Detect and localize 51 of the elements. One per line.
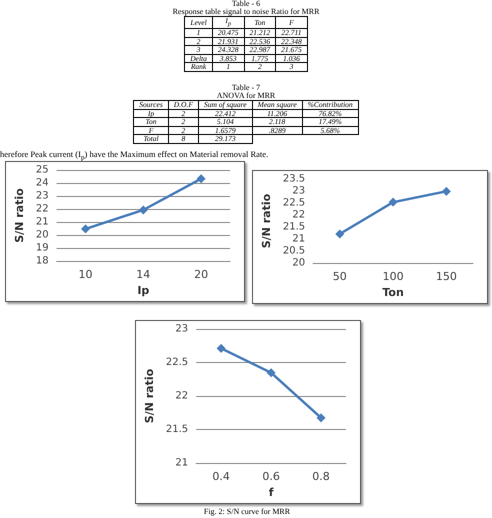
y-tick-label: 22.5 xyxy=(166,357,188,368)
x-axis-title: Ip xyxy=(137,284,150,297)
text: ANOVA for MRR xyxy=(216,91,276,100)
y-tick-label: 21 xyxy=(36,216,49,228)
x-tick-label: 0.8 xyxy=(312,470,330,484)
point xyxy=(196,174,206,184)
y-tick-label: 20 xyxy=(36,230,49,241)
point xyxy=(316,413,326,422)
y-axis-title: S/N ratio xyxy=(143,368,156,424)
text: herefore Peak current (I$_{p}$) have the Maximum effect on Material removal Rate. xyxy=(0,149,270,163)
y-tick-label: 22 xyxy=(175,390,188,402)
y-tick-label: 23 xyxy=(175,324,188,334)
point xyxy=(335,229,344,238)
point xyxy=(216,344,226,353)
y-tick-label: 21 xyxy=(175,458,188,469)
text: Response table signal to noise Ratio for MRR xyxy=(172,7,320,16)
x-tick-label: 0.4 xyxy=(212,470,230,484)
text: Table - 7 xyxy=(230,83,262,92)
y-tick-label: 21 xyxy=(292,234,306,245)
y-tick-label: 25 xyxy=(36,164,49,176)
x-tick-label: 50 xyxy=(332,270,347,284)
point xyxy=(266,368,276,378)
y-tick-label: 22 xyxy=(36,204,49,215)
y-axis-title: S/N ratio xyxy=(13,188,26,243)
text: Table - 6 xyxy=(230,0,262,8)
y-tick-label: 18 xyxy=(36,256,49,267)
y-tick-label: 19 xyxy=(36,242,49,254)
y-tick-label: 23 xyxy=(36,190,49,202)
x-axis-title: Ton xyxy=(382,286,404,299)
y-tick-label: 20 xyxy=(292,258,306,269)
y-tick-label: 21.5 xyxy=(282,222,306,233)
point xyxy=(388,198,398,207)
y-tick-label: 24 xyxy=(36,178,49,189)
x-tick-label: 100 xyxy=(382,270,404,284)
y-tick-label: 21.5 xyxy=(166,424,188,436)
y-tick-label: 23.5 xyxy=(282,174,306,184)
y-tick-label: 23 xyxy=(292,186,306,197)
x-tick-label: 0.6 xyxy=(262,470,280,484)
point xyxy=(442,186,451,196)
y-axis-title: S/N ratio xyxy=(260,193,273,248)
y-tick-label: 22.5 xyxy=(282,198,306,209)
y-tick-label: 22 xyxy=(292,210,306,221)
y-tick-label: 20.5 xyxy=(282,246,306,257)
x-tick-label: 150 xyxy=(436,270,457,284)
caption: Fig. 2: S/N curve for MRR xyxy=(202,507,292,516)
x-tick-label: 14 xyxy=(136,268,150,282)
x-tick-label: 20 xyxy=(194,268,208,282)
point xyxy=(138,205,148,214)
x-tick-label: 10 xyxy=(78,268,93,282)
x-axis-title: f xyxy=(268,486,274,499)
point xyxy=(81,224,90,234)
